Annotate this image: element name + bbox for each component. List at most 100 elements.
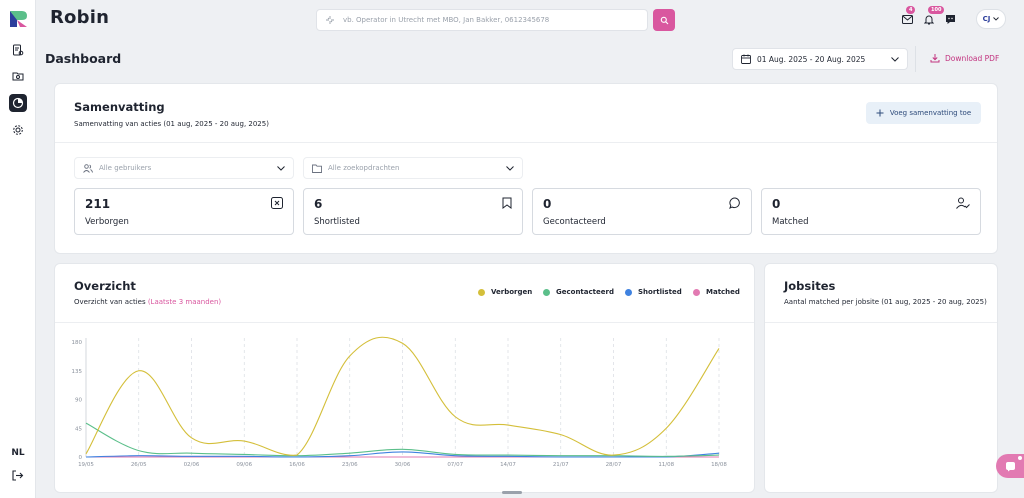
series-line-gecontacteerd: [85, 422, 720, 457]
divider: [915, 46, 916, 72]
legend-item-verborgen[interactable]: Verborgen: [478, 288, 532, 296]
stat-label: Verborgen: [85, 217, 129, 227]
chat-widget-icon: [1005, 461, 1015, 471]
x-tick-label: 21/07: [553, 462, 569, 468]
stat-label: Matched: [772, 217, 809, 227]
stat-value: 0: [543, 197, 552, 211]
support-chat-button[interactable]: [996, 454, 1024, 478]
scroll-handle[interactable]: [502, 491, 522, 494]
x-tick-label: 14/07: [500, 462, 516, 468]
x-tick-label: 23/06: [342, 462, 358, 468]
users-filter-select[interactable]: Alle gebruikers: [74, 157, 294, 179]
nav-dashboard-icon[interactable]: [9, 94, 27, 112]
search-button[interactable]: [653, 9, 675, 31]
y-tick-label: 135: [72, 369, 83, 375]
chevron-down-icon: [506, 165, 514, 171]
notification-dot: [1017, 455, 1023, 461]
users-icon: [83, 163, 93, 173]
stat-value: 0: [772, 197, 781, 211]
overview-card: Overzicht Overzicht van acties (Laatste …: [54, 263, 755, 493]
side-rail: NL: [0, 0, 36, 498]
search-icon: [660, 16, 668, 24]
nav-settings-icon[interactable]: [9, 121, 27, 139]
x-tick-label: 16/06: [289, 462, 305, 468]
overview-subtitle-text: Overzicht van acties: [74, 298, 146, 306]
logout-icon[interactable]: [11, 469, 24, 482]
x-tick-label: 26/05: [131, 462, 147, 468]
download-pdf-label: Download PDF: [945, 53, 1000, 63]
add-summary-button[interactable]: Voeg samenvatting toe: [866, 102, 981, 124]
x-tick-label: 02/06: [184, 462, 200, 468]
stat-value: 211: [85, 197, 111, 211]
bookmark-icon: [502, 197, 512, 209]
y-tick-label: 180: [72, 340, 83, 346]
legend-label: Gecontacteerd: [556, 288, 614, 296]
brand-title: Robin: [50, 7, 110, 28]
y-tick-label: 0: [79, 455, 83, 461]
legend-label: Matched: [706, 288, 740, 296]
x-tick-label: 11/08: [658, 462, 674, 468]
mail-badge: 4: [906, 6, 916, 14]
overview-subtitle-range: (Laatste 3 maanden): [147, 298, 222, 306]
date-range-value: 01 Aug. 2025 - 20 Aug. 2025: [757, 54, 866, 64]
summary-title: Samenvatting: [74, 100, 165, 114]
users-filter-value: Alle gebruikers: [99, 164, 152, 172]
series-line-verborgen: [85, 336, 720, 456]
mail-icon: [901, 14, 913, 24]
divider: [55, 142, 997, 143]
search-input[interactable]: vb. Operator in Utrecht met MBO, Jan Bak…: [316, 9, 648, 31]
stat-value: 6: [314, 197, 323, 211]
nav-folder-search-icon[interactable]: [9, 67, 27, 85]
plus-icon: [876, 109, 884, 117]
sparkle-search-icon: [326, 16, 334, 24]
calendar-icon: [741, 54, 751, 64]
stat-card-matched[interactable]: 0 Matched: [761, 188, 981, 235]
legend-dot: [625, 288, 632, 296]
searches-filter-value: Alle zoekopdrachten: [328, 164, 400, 172]
stat-card-shortlisted[interactable]: 6 Shortlisted: [303, 188, 523, 235]
legend-item-matched[interactable]: Matched: [693, 288, 740, 296]
stat-label: Shortlisted: [314, 217, 360, 227]
summary-subtitle: Samenvatting van acties (01 aug, 2025 - …: [74, 120, 269, 128]
legend-dot: [693, 288, 700, 296]
mail-button[interactable]: 4: [899, 6, 916, 27]
stat-label: Gecontacteerd: [543, 217, 606, 227]
legend-item-shortlisted[interactable]: Shortlisted: [625, 288, 682, 296]
stat-card-verborgen[interactable]: 211 Verborgen: [74, 188, 294, 235]
nav-reports-icon[interactable]: [9, 41, 27, 59]
x-tick-label: 30/06: [395, 462, 411, 468]
folder-icon: [312, 164, 322, 173]
notifications-button[interactable]: 100: [921, 6, 945, 27]
y-tick-label: 90: [75, 398, 82, 404]
user-check-icon: [956, 197, 970, 209]
date-range-picker[interactable]: 01 Aug. 2025 - 20 Aug. 2025: [732, 48, 908, 70]
x-tick-label: 18/08: [711, 462, 727, 468]
stat-card-gecontacteerd[interactable]: 0 Gecontacteerd: [532, 188, 752, 235]
legend-label: Verborgen: [491, 288, 533, 296]
top-bar: Robin vb. Operator in Utrecht met MBO, J…: [36, 0, 1024, 40]
user-initials: CJ: [982, 15, 991, 23]
legend-label: Shortlisted: [638, 288, 682, 296]
chevron-down-icon: [993, 17, 1000, 21]
overview-line-chart: 19/05 26/05 02/06 09/06 16/06 23/06 30/06 07/07…: [72, 336, 727, 468]
notifications-badge: 100: [928, 6, 945, 14]
x-tick-label: 28/07: [606, 462, 622, 468]
x-tick-label: 19/05: [78, 462, 94, 468]
series-line-shortlisted: [85, 451, 720, 458]
jobsites-card: Jobsites Aantal matched per jobsite (01 …: [764, 263, 998, 493]
add-summary-label: Voeg samenvatting toe: [889, 109, 972, 117]
legend-dot: [543, 288, 550, 296]
searches-filter-select[interactable]: Alle zoekopdrachten: [303, 157, 523, 179]
chevron-down-icon: [891, 56, 899, 62]
messages-button[interactable]: [942, 11, 958, 27]
robin-logo: [10, 11, 27, 27]
legend-item-gecontacteerd[interactable]: Gecontacteerd: [543, 288, 614, 296]
divider: [55, 322, 754, 323]
user-menu[interactable]: CJ: [976, 9, 1006, 29]
chat-bubble-icon: [729, 197, 740, 209]
language-switch[interactable]: NL: [11, 448, 25, 458]
download-pdf-button[interactable]: Download PDF: [930, 53, 999, 63]
download-icon: [930, 54, 940, 63]
chevron-down-icon: [277, 165, 285, 171]
y-tick-label: 45: [75, 426, 82, 432]
